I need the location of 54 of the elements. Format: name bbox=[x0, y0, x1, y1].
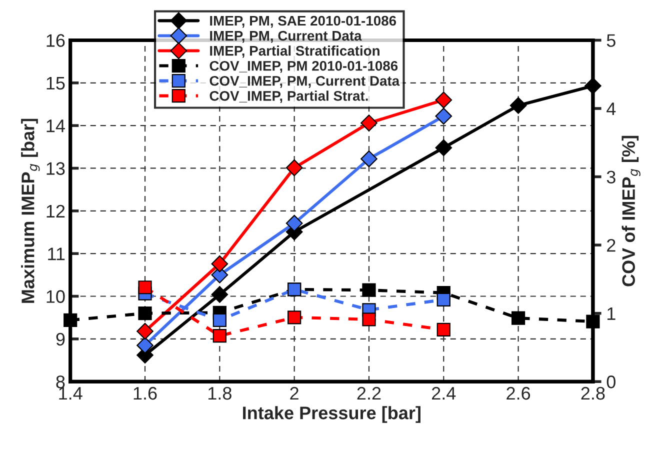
point bbox=[362, 283, 376, 297]
y2-tick-label: 1 bbox=[608, 307, 616, 320]
point bbox=[435, 108, 452, 125]
y-tick-label: 8 bbox=[56, 376, 65, 388]
legend-label: COV_IMEP, PM 2010-01-1086 bbox=[210, 60, 398, 73]
x-tick-label: 2.6 bbox=[506, 386, 530, 400]
point bbox=[435, 139, 452, 156]
y-tick-label: 10 bbox=[46, 290, 65, 303]
y-tick-label: 16 bbox=[46, 34, 65, 47]
y-axis-title: Maximum IMEP$_{g}$ [bar] bbox=[21, 118, 40, 303]
y2-axis-title: COV of IMEP$_{g}$ [%] bbox=[622, 136, 640, 286]
point bbox=[212, 313, 226, 327]
point bbox=[360, 150, 378, 168]
point bbox=[360, 114, 378, 132]
point bbox=[286, 214, 303, 232]
point bbox=[212, 329, 226, 343]
point bbox=[511, 311, 526, 325]
point bbox=[211, 255, 228, 272]
point bbox=[136, 336, 154, 354]
point bbox=[362, 312, 376, 326]
legend-label: IMEP, PM, SAE 2010-01-1086 bbox=[210, 16, 396, 28]
x-axis-title: Intake Pressure [bar] bbox=[243, 406, 420, 423]
point bbox=[510, 97, 527, 114]
y-tick-label: 15 bbox=[46, 77, 65, 90]
point bbox=[286, 159, 303, 176]
point bbox=[435, 92, 452, 108]
y2-tick-label: 2 bbox=[607, 238, 616, 252]
legend-label: IMEP, PM, Current Data bbox=[210, 30, 362, 43]
point bbox=[138, 280, 152, 294]
point bbox=[138, 306, 152, 320]
x-tick-label: 1.4 bbox=[59, 387, 82, 400]
y2-tick-label: 5 bbox=[606, 34, 616, 47]
y-tick-label: 13 bbox=[46, 162, 65, 175]
y2-tick-label: 3 bbox=[606, 170, 616, 184]
point bbox=[436, 322, 450, 337]
point bbox=[211, 286, 228, 303]
x-tick-label: 1.6 bbox=[134, 386, 157, 400]
x-tick-label: 1.8 bbox=[208, 386, 232, 400]
y2-tick-label: 4 bbox=[606, 102, 616, 116]
x-tick-label: 2.2 bbox=[357, 386, 381, 400]
y2-tick-label: 0 bbox=[606, 376, 616, 388]
point bbox=[288, 310, 302, 324]
legend-label: COV_IMEP, Partial Strat. bbox=[210, 90, 368, 103]
legend-label: IMEP, Partial Stratification bbox=[210, 46, 380, 58]
x-tick-label: 2 bbox=[290, 386, 298, 400]
x-tick-label: 2.4 bbox=[432, 386, 456, 400]
point bbox=[436, 292, 450, 306]
y-tick-label: 14 bbox=[46, 120, 65, 132]
y-tick-label: 9 bbox=[56, 332, 65, 346]
point bbox=[136, 322, 154, 340]
y-tick-label: 12 bbox=[46, 204, 65, 218]
x-tick-label: 2.8 bbox=[581, 386, 605, 400]
legend-label: COV_IMEP, PM, Current Data bbox=[210, 76, 400, 88]
y-tick-label: 11 bbox=[48, 248, 65, 260]
